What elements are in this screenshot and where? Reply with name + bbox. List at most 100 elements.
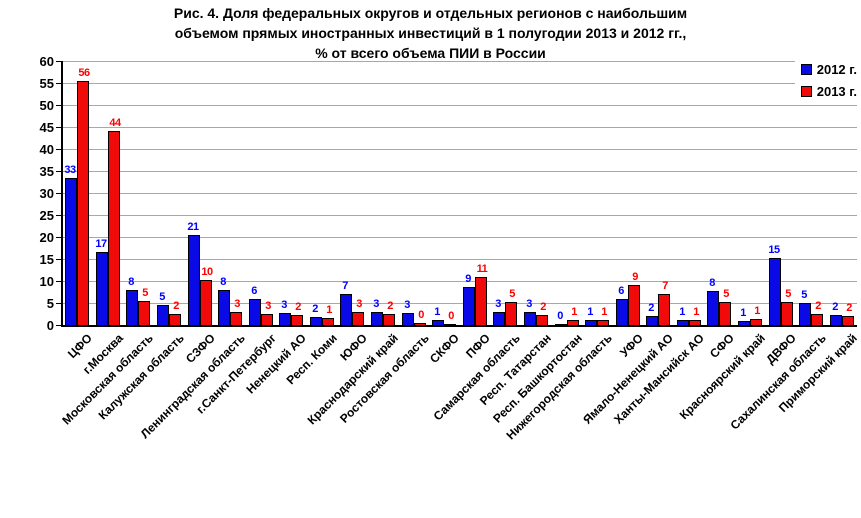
bar-value-label: 3 <box>526 298 532 310</box>
y-gridline <box>62 171 857 172</box>
bar-2012 <box>616 299 628 325</box>
bar-2012 <box>249 299 261 325</box>
bar-2013 <box>689 320 701 325</box>
y-tick-label: 15 <box>39 252 54 267</box>
bar-value-label: 1 <box>601 306 607 318</box>
y-axis-tick <box>56 83 61 84</box>
y-axis-tick <box>56 127 61 128</box>
bar-2013 <box>383 314 395 325</box>
bar-2012 <box>96 252 108 325</box>
bar-value-label: 5 <box>142 287 148 299</box>
y-axis-tick <box>56 171 61 172</box>
bar-value-label: 3 <box>404 299 410 311</box>
y-axis-tick <box>56 259 61 260</box>
bar-value-label: 1 <box>754 305 760 317</box>
chart-page: { "figure": { "title_lines": [ "Рис. 4. … <box>0 3 861 443</box>
bar-value-label: 3 <box>356 298 362 310</box>
bar-2012 <box>830 315 842 325</box>
bar-value-label: 3 <box>265 300 271 312</box>
bar-value-label: 10 <box>201 266 213 278</box>
bar-value-label: 15 <box>768 244 780 256</box>
bar-value-label: 7 <box>342 280 348 292</box>
bar-value-label: 3 <box>373 298 379 310</box>
bar-value-label: 8 <box>128 276 134 288</box>
bar-2013 <box>414 323 426 325</box>
y-gridline <box>62 61 857 62</box>
bar-2013 <box>628 285 640 325</box>
bar-2012 <box>126 290 138 325</box>
y-axis-tick <box>56 193 61 194</box>
bar-value-label: 1 <box>587 306 593 318</box>
y-tick-label: 30 <box>39 186 54 201</box>
bar-2013 <box>719 302 731 325</box>
y-axis-tick <box>56 105 61 106</box>
bar-2013 <box>322 318 334 325</box>
bar-2012 <box>310 317 322 325</box>
bar-2013 <box>536 315 548 325</box>
bar-value-label: 5 <box>801 289 807 301</box>
y-tick-label: 40 <box>39 142 54 157</box>
x-axis-line <box>61 325 857 327</box>
legend-item-2013: 2013 г. <box>800 84 857 99</box>
bar-value-label: 5 <box>509 288 515 300</box>
y-axis-tick <box>56 61 61 62</box>
bar-2013 <box>352 312 364 325</box>
bar-value-label: 6 <box>251 285 257 297</box>
y-tick-label: 10 <box>39 274 54 289</box>
bar-value-label: 1 <box>693 306 699 318</box>
bar-2012 <box>769 258 781 325</box>
chart-title-line-2: объемом прямых иностранных инвестиций в … <box>174 25 687 41</box>
y-axis-tick <box>56 215 61 216</box>
bar-2013 <box>261 314 273 325</box>
bar-value-label: 1 <box>326 304 332 316</box>
bar-value-label: 2 <box>815 300 821 312</box>
bar-2012 <box>524 312 536 325</box>
bar-2013 <box>842 316 854 325</box>
y-gridline <box>62 127 857 128</box>
y-tick-label: 45 <box>39 120 54 135</box>
bar-2013 <box>108 131 120 325</box>
bar-2013 <box>475 277 487 325</box>
bar-2012 <box>65 178 77 325</box>
y-gridline <box>62 149 857 150</box>
bar-2013 <box>77 81 89 325</box>
bar-value-label: 1 <box>740 307 746 319</box>
bar-value-label: 2 <box>648 302 654 314</box>
y-gridline <box>62 83 857 84</box>
bar-2012 <box>432 320 444 325</box>
bar-value-label: 3 <box>495 298 501 310</box>
chart-title: Рис. 4. Доля федеральных округов и отдел… <box>0 3 861 63</box>
legend-label: 2013 г. <box>816 84 857 99</box>
chart-title-line-1: Рис. 4. Доля федеральных округов и отдел… <box>173 5 688 21</box>
bar-value-label: 0 <box>448 310 454 322</box>
bar-2012 <box>493 312 505 325</box>
y-gridline <box>62 105 857 106</box>
y-axis-tick <box>56 325 61 326</box>
bar-value-label: 9 <box>632 271 638 283</box>
y-gridline <box>62 215 857 216</box>
bar-2013 <box>169 314 181 325</box>
bar-value-label: 5 <box>723 288 729 300</box>
bar-value-label: 9 <box>465 273 471 285</box>
y-axis-tick <box>56 149 61 150</box>
legend-swatch-2013 <box>800 86 812 97</box>
bar-2012 <box>340 294 352 325</box>
bar-value-label: 2 <box>846 302 852 314</box>
bar-value-label: 56 <box>78 67 90 79</box>
bar-2013 <box>567 320 579 325</box>
plot-area: 0 5 10 15 20 25 30 35 40 45 50 55 60 33 56 ЦФО 17 44 г.Мос… <box>39 54 860 442</box>
y-gridline <box>62 237 857 238</box>
bar-2013 <box>811 314 823 325</box>
bar-2013 <box>138 301 150 325</box>
y-gridline <box>62 303 857 304</box>
bar-value-label: 2 <box>295 301 301 313</box>
bar-2013 <box>658 294 670 325</box>
bar-2012 <box>371 312 383 325</box>
bar-value-label: 0 <box>557 310 563 322</box>
bar-2013 <box>444 324 456 325</box>
bar-2012 <box>218 290 230 325</box>
legend: 2012 г. 2013 г. <box>794 60 859 101</box>
bar-2013 <box>781 302 793 325</box>
bar-value-label: 1 <box>571 306 577 318</box>
y-tick-label: 25 <box>39 208 54 223</box>
